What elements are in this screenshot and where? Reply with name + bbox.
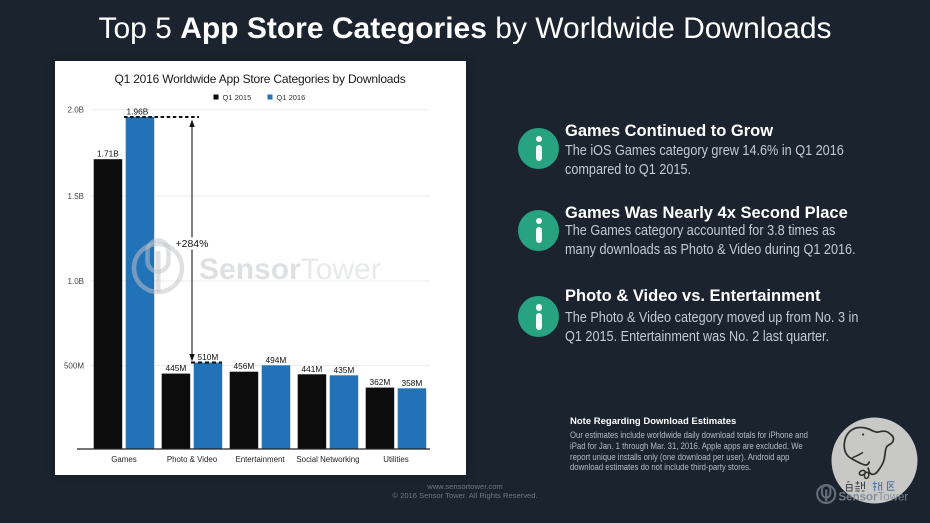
svg-text:1.71B: 1.71B [97,149,119,159]
svg-text:500M: 500M [64,361,84,370]
svg-text:2.0B: 2.0B [68,106,84,115]
svg-text:Utilities: Utilities [383,455,408,464]
svg-text:445M: 445M [166,363,187,373]
svg-text:1.5B: 1.5B [68,192,84,201]
svg-text:358M: 358M [402,378,423,388]
svg-text:Social Networking: Social Networking [296,455,359,464]
svg-text:1.0B: 1.0B [68,277,84,286]
svg-text:435M: 435M [334,365,355,375]
svg-text:SensorTower: SensorTower [839,492,909,504]
svg-text:456M: 456M [234,361,255,371]
svg-text:SensorTower: SensorTower [199,253,381,286]
svg-text:494M: 494M [266,355,287,365]
svg-text:Games: Games [111,455,136,464]
svg-text:510M: 510M [198,352,219,362]
svg-text:Q1 2015: Q1 2015 [223,93,252,102]
svg-text:1.96B: 1.96B [127,106,149,116]
svg-text:Q1 2016 Worldwide App Store Ca: Q1 2016 Worldwide App Store Categories b… [114,72,405,86]
svg-text:Q1 2016: Q1 2016 [277,93,306,102]
svg-text:441M: 441M [302,364,323,374]
svg-text:Photo & Video: Photo & Video [167,455,218,464]
svg-text:+284%: +284% [176,238,209,250]
svg-text:362M: 362M [370,377,391,387]
svg-text:Entertainment: Entertainment [235,455,285,464]
